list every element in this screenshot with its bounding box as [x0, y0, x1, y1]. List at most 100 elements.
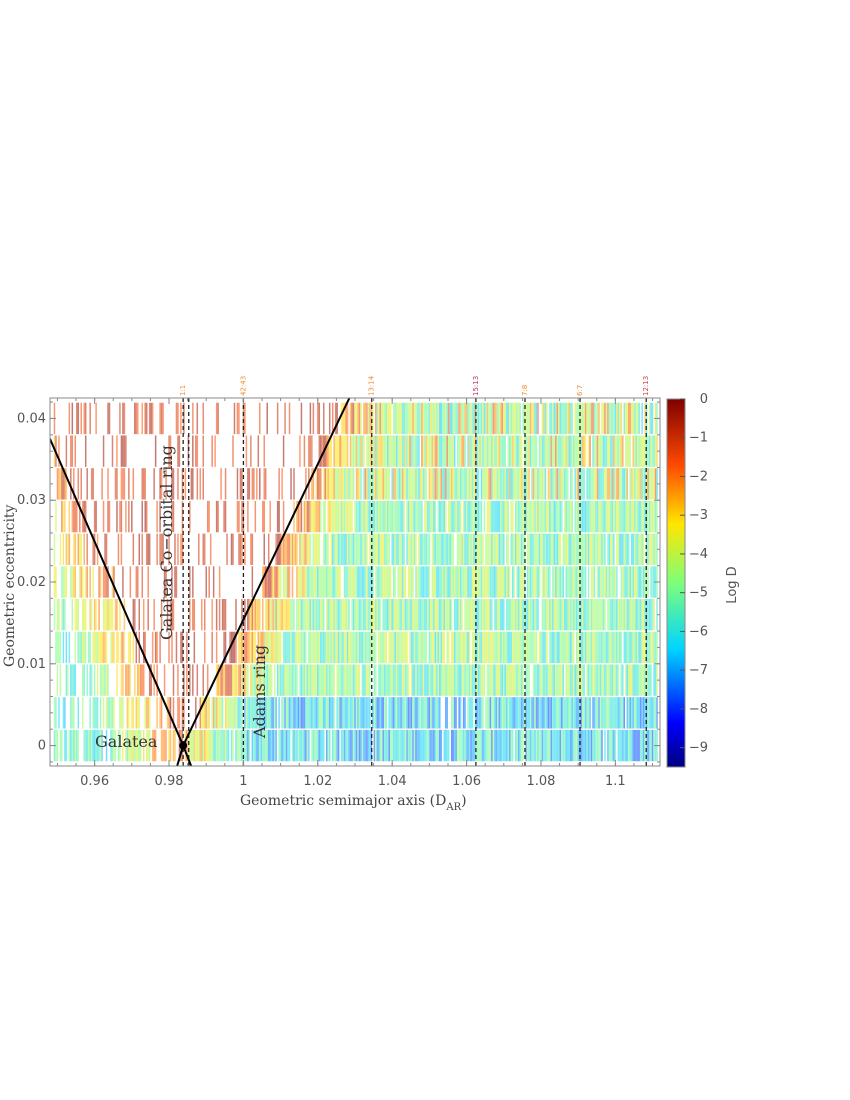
heatmap-cell	[552, 631, 554, 664]
heatmap-cell	[367, 664, 370, 696]
heatmap-cell	[529, 402, 532, 435]
heatmap-cell	[245, 664, 248, 696]
heatmap-cell	[364, 500, 367, 533]
heatmap-cell	[364, 566, 367, 598]
heatmap-cell	[320, 500, 322, 533]
heatmap-cell	[348, 468, 350, 500]
heatmap-cell	[244, 631, 246, 664]
heatmap-cell	[473, 566, 475, 598]
heatmap-cell	[138, 533, 141, 565]
heatmap-cell	[471, 697, 474, 729]
heatmap-cell	[495, 599, 498, 631]
heatmap-cell	[65, 664, 68, 696]
heatmap-cell	[413, 533, 416, 565]
heatmap-cell	[363, 566, 365, 598]
heatmap-cell	[397, 729, 399, 762]
heatmap-cell	[650, 631, 652, 664]
heatmap-cell	[425, 566, 428, 598]
heatmap-cell	[148, 697, 151, 729]
heatmap-cell	[346, 729, 349, 762]
heatmap-cell	[254, 697, 257, 729]
heatmap-cell	[340, 402, 343, 435]
heatmap-cell	[180, 631, 182, 664]
heatmap-cell	[339, 533, 341, 565]
heatmap-cell	[501, 435, 504, 467]
heatmap-cell	[113, 566, 115, 598]
heatmap-cell	[412, 533, 414, 565]
heatmap-cell	[581, 500, 584, 533]
heatmap-cell	[324, 697, 326, 729]
heatmap-cell	[604, 729, 606, 762]
heatmap-cell	[297, 729, 300, 762]
heatmap-cell	[625, 729, 627, 762]
heatmap-cell	[241, 500, 243, 533]
heatmap-cell	[230, 631, 233, 664]
heatmap-cell	[279, 729, 282, 762]
heatmap-cell	[419, 599, 422, 631]
heatmap-cell	[642, 435, 645, 467]
heatmap-cell	[511, 402, 514, 435]
heatmap-cell	[500, 566, 502, 598]
heatmap-cell	[142, 468, 145, 500]
heatmap-cell	[619, 533, 621, 565]
heatmap-cell	[546, 566, 548, 598]
heatmap-cell	[223, 631, 225, 664]
heatmap-cell	[651, 729, 654, 762]
heatmap-cell	[366, 500, 368, 533]
heatmap-cell	[546, 664, 548, 696]
heatmap-cell	[503, 566, 505, 598]
heatmap-cell	[593, 435, 596, 467]
heatmap-cell	[343, 435, 346, 467]
heatmap-cell	[382, 664, 385, 696]
heatmap-cell	[276, 402, 279, 435]
heatmap-cell	[202, 402, 204, 435]
heatmap-cell	[449, 599, 451, 631]
heatmap-cell	[70, 435, 72, 467]
heatmap-cell	[346, 533, 349, 565]
heatmap-cell	[445, 566, 447, 598]
heatmap-cell	[174, 566, 176, 598]
x-tick-label: 1.1	[605, 774, 626, 789]
heatmap-cell	[272, 566, 274, 598]
heatmap-cell	[569, 664, 572, 696]
heatmap-cell	[535, 402, 538, 435]
heatmap-cell	[360, 533, 362, 565]
heatmap-cell	[126, 664, 129, 696]
heatmap-cell	[352, 533, 355, 565]
heatmap-cell	[559, 729, 562, 762]
heatmap-cell	[409, 566, 411, 598]
heatmap-cell	[578, 631, 581, 664]
heatmap-cell	[422, 402, 425, 435]
heatmap-cell	[138, 664, 141, 696]
heatmap-cell	[312, 664, 315, 696]
heatmap-cell	[629, 729, 631, 762]
heatmap-cell	[111, 697, 114, 729]
heatmap-cell	[598, 697, 600, 729]
heatmap-cell	[488, 533, 490, 565]
heatmap-cell	[455, 500, 457, 533]
heatmap-cell	[611, 435, 614, 467]
heatmap-cell	[378, 468, 380, 500]
heatmap-cell	[453, 599, 456, 631]
heatmap-cell	[236, 697, 239, 729]
heatmap-cell	[351, 468, 353, 500]
heatmap-cell	[575, 533, 578, 565]
heatmap-cell	[580, 697, 582, 729]
heatmap-cell	[593, 599, 596, 631]
heatmap-cell	[331, 402, 334, 435]
heatmap-cell	[259, 402, 261, 435]
heatmap-cell	[653, 435, 655, 467]
heatmap-cell	[267, 729, 270, 762]
heatmap-cell	[507, 468, 509, 500]
heatmap-cell	[323, 566, 325, 598]
heatmap-cell	[517, 697, 520, 729]
heatmap-cell	[418, 599, 420, 631]
heatmap-cell	[321, 664, 324, 696]
heatmap-cell	[239, 664, 242, 696]
heatmap-cell	[489, 533, 492, 565]
heatmap-cell	[224, 468, 227, 500]
heatmap-cell	[299, 664, 301, 696]
heatmap-cell	[620, 566, 623, 598]
heatmap-cell	[334, 533, 337, 565]
heatmap-cell	[183, 697, 185, 729]
